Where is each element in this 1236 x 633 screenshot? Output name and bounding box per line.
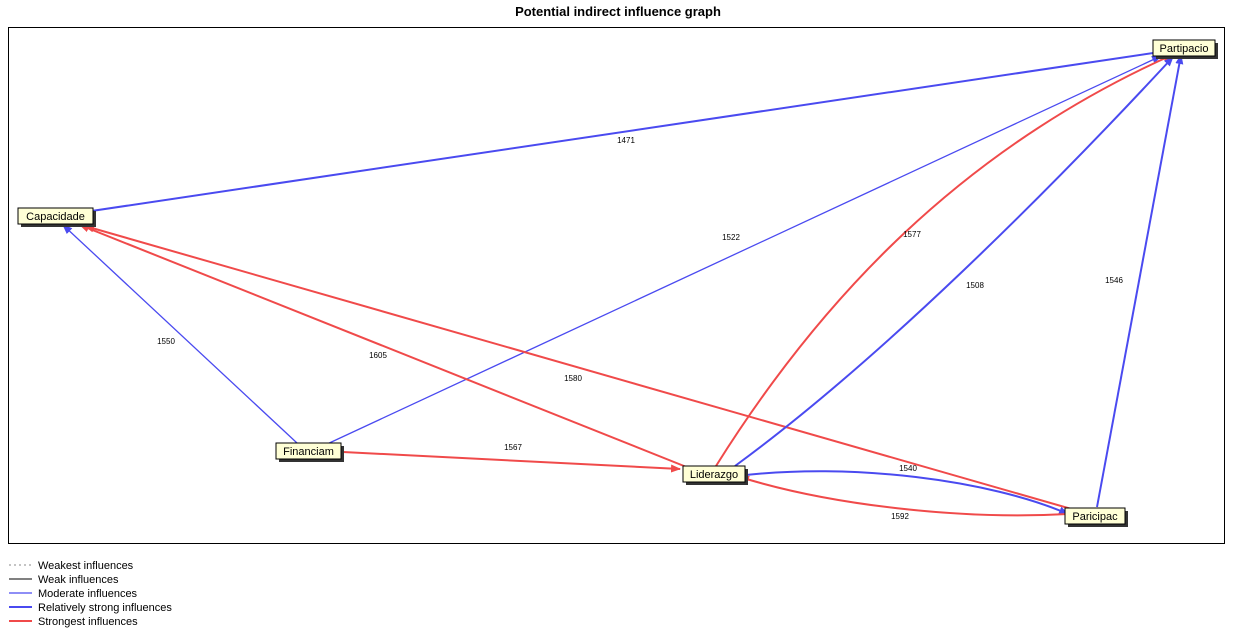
edge-paricipac-to-capacidade xyxy=(84,224,1076,511)
graph-frame xyxy=(8,27,1225,544)
node-label: Capacidade xyxy=(26,211,85,223)
edge-label: 1567 xyxy=(504,443,522,452)
legend-label: Weak influences xyxy=(38,574,119,586)
node-label: Financiam xyxy=(283,446,334,458)
edge-label: 1592 xyxy=(891,512,909,521)
graph-title: Potential indirect influence graph xyxy=(515,4,721,19)
node-liderazgo[interactable]: Liderazgo xyxy=(682,465,748,485)
edge-liderazgo-to-partipacio xyxy=(715,54,1173,467)
node-box xyxy=(275,442,342,460)
edge-liderazgo-to-partipacio xyxy=(734,56,1174,467)
node-box xyxy=(1152,39,1216,57)
edge-label: 1580 xyxy=(564,374,582,383)
edge-financiam-to-capacidade xyxy=(62,224,298,444)
edge-paricipac-to-partipacio xyxy=(1096,54,1184,508)
edge-label: 1471 xyxy=(617,136,635,145)
edge-partipacio-to-capacidade xyxy=(77,51,1161,216)
node-label: Liderazgo xyxy=(690,469,738,481)
legend-label: Moderate influences xyxy=(38,588,138,600)
node-capacidade[interactable]: Capacidade xyxy=(17,207,96,227)
node-box xyxy=(682,465,746,483)
edge-label: 1546 xyxy=(1105,276,1123,285)
legend-label: Relatively strong influences xyxy=(38,602,172,614)
edge-financiam-to-liderazgo xyxy=(342,451,681,473)
edge-label: 1577 xyxy=(903,230,921,239)
edge-financiam-to-partipacio xyxy=(324,55,1162,446)
edge-label: 1605 xyxy=(369,351,387,360)
legend-label: Strongest influences xyxy=(38,616,138,628)
node-box xyxy=(1064,507,1126,525)
node-partipacio[interactable]: Partipacio xyxy=(1152,39,1218,59)
node-label: Partipacio xyxy=(1160,43,1209,55)
edge-label: 1522 xyxy=(722,233,740,242)
edge-label: 1550 xyxy=(157,337,175,346)
edge-label: 1508 xyxy=(966,281,984,290)
node-financiam[interactable]: Financiam xyxy=(275,442,344,462)
edge-liderazgo-to-paricipac xyxy=(737,470,1069,515)
node-label: Paricipac xyxy=(1072,511,1118,523)
node-box xyxy=(17,207,94,225)
edge-paricipac-to-liderazgo xyxy=(739,475,1069,517)
edge-label: 1540 xyxy=(899,464,917,473)
node-paricipac[interactable]: Paricipac xyxy=(1064,507,1128,527)
legend-label: Weakest influences xyxy=(38,560,134,572)
edge-liderazgo-to-capacidade xyxy=(79,224,690,469)
